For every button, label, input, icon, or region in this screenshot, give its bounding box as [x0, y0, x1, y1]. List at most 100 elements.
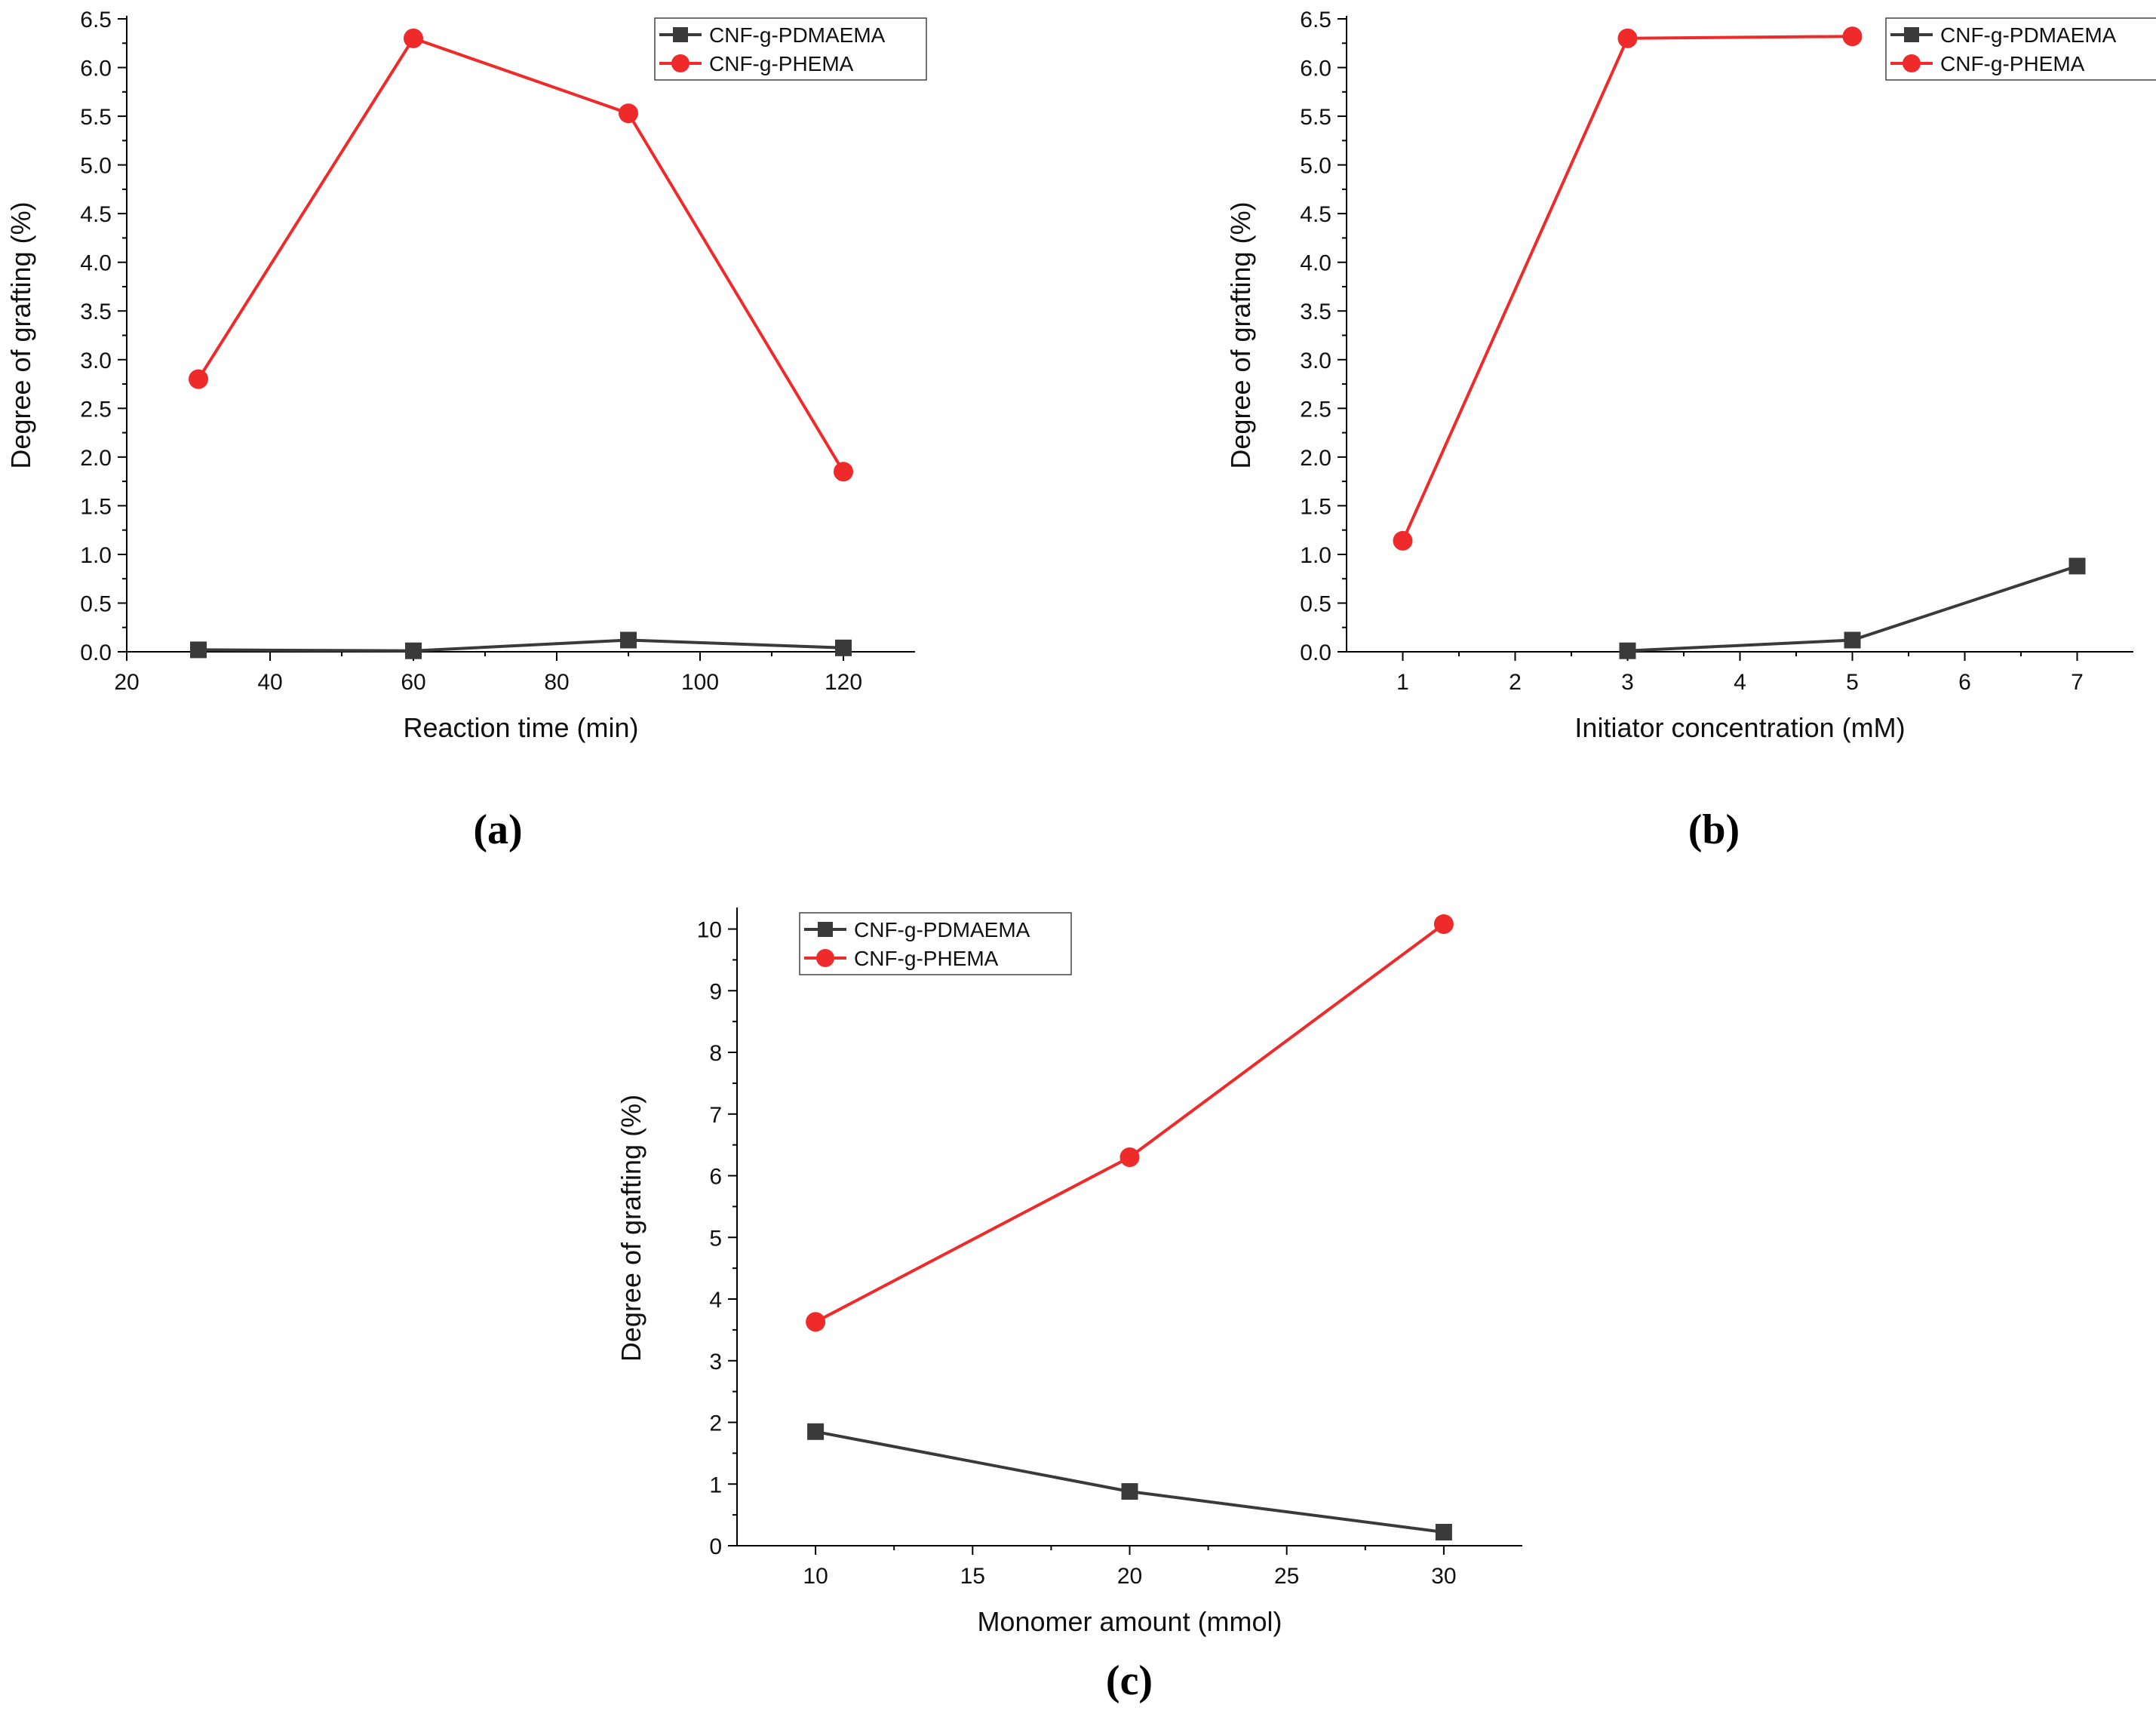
legend-square-marker — [818, 922, 833, 937]
y-tick-label: 10 — [697, 918, 722, 943]
y-tick-label: 4.5 — [80, 202, 112, 227]
legend-label: CNF-g-PDMAEMA — [854, 918, 1030, 941]
legend-box — [799, 912, 1072, 975]
data-point-circle — [1119, 1147, 1140, 1167]
data-point-square — [1121, 1483, 1138, 1500]
legend-square-marker — [1904, 27, 1919, 42]
y-tick-label: 3.5 — [1300, 299, 1331, 324]
legend-label: CNF-g-PDMAEMA — [1940, 23, 2117, 47]
x-tick-label: 60 — [401, 670, 425, 695]
x-tick-label: 100 — [681, 670, 719, 695]
x-tick-label: 25 — [1274, 1564, 1299, 1589]
y-tick-label: 4.0 — [80, 251, 112, 276]
data-point-square — [2068, 557, 2086, 575]
y-tick-label: 2.0 — [80, 446, 112, 471]
data-point-circle — [1842, 26, 1863, 47]
data-point-square — [190, 641, 207, 659]
data-point-circle — [1433, 914, 1454, 934]
y-tick-label: 6.5 — [80, 8, 112, 32]
legend-label: CNF-g-PHEMA — [1940, 52, 2085, 75]
y-tick-label: 0.0 — [80, 640, 112, 665]
y-tick-label: 1 — [709, 1473, 722, 1497]
y-tick-label: 3.5 — [80, 299, 112, 324]
panel-label: (c) — [1106, 1657, 1153, 1704]
x-tick-label: 2 — [1509, 670, 1522, 695]
y-tick-label: 6.0 — [80, 57, 112, 81]
data-point-square — [1844, 631, 1861, 649]
x-tick-label: 40 — [257, 670, 282, 695]
y-tick-label: 0 — [709, 1534, 722, 1559]
y-tick-label: 4.5 — [1300, 202, 1331, 227]
panel-label: (b) — [1688, 806, 1740, 853]
data-point-circle — [619, 103, 638, 124]
series-line-cnf-g-phema — [197, 36, 845, 473]
y-axis-label: Degree of grafting (%) — [1225, 201, 1256, 468]
data-point-square — [807, 1423, 825, 1440]
y-tick-label: 3.0 — [80, 349, 112, 373]
legend-square-marker — [673, 27, 688, 42]
legend: CNF-g-PDMAEMA CNF-g-PHEMA — [1885, 17, 2156, 81]
legend-label: CNF-g-PDMAEMA — [709, 23, 886, 47]
x-tick-label: 5 — [1846, 670, 1859, 695]
legend-box — [654, 17, 927, 81]
chart-panel-c: 0 1 2 3 4 5 6 7 8 9 10 10 15 20 25 30 Monomer amount (mm… — [616, 908, 1522, 1704]
y-tick-label: 5 — [709, 1226, 722, 1251]
y-tick-label: 7 — [709, 1103, 722, 1128]
x-tick-label: 15 — [960, 1564, 985, 1589]
y-tick-label: 2 — [709, 1411, 722, 1436]
legend-box — [1885, 17, 2156, 81]
y-tick-label: 2.0 — [1300, 446, 1331, 471]
x-tick-label: 6 — [1958, 670, 1971, 695]
data-point-square — [1435, 1524, 1452, 1541]
y-tick-label: 4 — [709, 1288, 722, 1313]
y-tick-label: 1.0 — [1300, 543, 1331, 568]
data-point-circle — [806, 1312, 826, 1332]
legend: CNF-g-PDMAEMA CNF-g-PHEMA — [654, 17, 927, 81]
x-tick-label: 4 — [1734, 670, 1746, 695]
y-tick-label: 0.5 — [80, 591, 112, 616]
y-tick-label: 1.0 — [80, 543, 112, 568]
x-axis-label: Monomer amount (mmol) — [977, 1606, 1282, 1637]
y-tick-label: 5.5 — [1300, 105, 1331, 130]
y-tick-label: 4.0 — [1300, 251, 1331, 276]
y-tick-label: 0.0 — [1300, 640, 1331, 665]
y-tick-label: 6.0 — [1300, 57, 1331, 81]
x-tick-label: 30 — [1431, 1564, 1456, 1589]
data-point-circle — [189, 369, 208, 389]
data-point-square — [835, 639, 852, 656]
y-tick-label: 3 — [709, 1350, 722, 1374]
legend-circle-marker — [671, 54, 689, 72]
y-tick-label: 5.0 — [80, 154, 112, 179]
y-tick-label: 1.5 — [1300, 494, 1331, 519]
x-tick-label: 20 — [1117, 1564, 1142, 1589]
y-tick-label: 5.0 — [1300, 154, 1331, 179]
x-tick-label: 7 — [2071, 670, 2084, 695]
y-axis-label: Degree of grafting (%) — [5, 201, 36, 468]
y-tick-label: 6 — [709, 1165, 722, 1190]
x-axis-label: Reaction time (min) — [403, 712, 638, 743]
legend: CNF-g-PDMAEMA CNF-g-PHEMA — [799, 912, 1072, 975]
legend-label: CNF-g-PHEMA — [854, 947, 999, 970]
panel-label: (a) — [473, 806, 522, 853]
legend-label: CNF-g-PHEMA — [709, 52, 854, 75]
y-tick-label: 8 — [709, 1041, 722, 1066]
legend-circle-marker — [1903, 54, 1921, 72]
y-tick-label: 6.5 — [1300, 8, 1331, 32]
y-tick-label: 5.5 — [80, 105, 112, 130]
data-point-square — [1619, 642, 1636, 659]
x-tick-label: 3 — [1621, 670, 1634, 695]
chart-panel-b: 0.0 0.5 1.0 1.5 2.0 2.5 3.0 3.5 4.0 4.5 5.0 5.5 6.0 6… — [1225, 8, 2156, 853]
x-axis-label: Initiator concentration (mM) — [1574, 712, 1905, 743]
data-point-circle — [404, 28, 423, 48]
y-tick-label: 1.5 — [80, 494, 112, 519]
x-tick-label: 1 — [1396, 670, 1409, 695]
y-tick-label: 2.5 — [1300, 397, 1331, 422]
x-tick-label: 80 — [544, 670, 569, 695]
data-point-square — [405, 642, 422, 659]
x-tick-label: 20 — [114, 670, 139, 695]
y-tick-label: 9 — [709, 979, 722, 1004]
chart-panel-a: 0.0 0.5 1.0 1.5 2.0 2.5 3.0 3.5 4.0 4.5 5.0 5.5 6.0 6… — [5, 8, 927, 853]
x-tick-label: 120 — [825, 670, 862, 695]
